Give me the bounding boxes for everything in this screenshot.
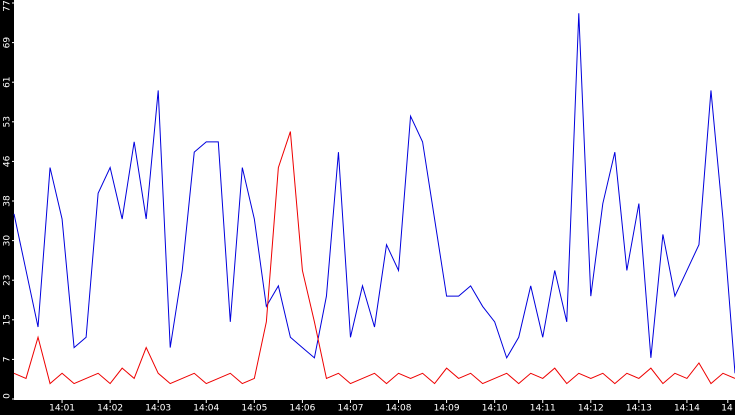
y-tick-label: 53 xyxy=(3,116,13,127)
x-tick-label: 14:05 xyxy=(241,404,267,414)
x-tick-label: 14:07 xyxy=(337,404,363,414)
x-tick-label: 14:09 xyxy=(434,404,460,414)
x-tick-label: 14:14 xyxy=(674,404,700,414)
y-tick-label: 61 xyxy=(3,76,13,87)
x-tick-label: 14:06 xyxy=(289,404,315,414)
y-axis-strip xyxy=(0,0,14,415)
y-tick-label: 38 xyxy=(3,195,13,207)
x-tick-label: 14:01 xyxy=(49,404,75,414)
x-tick-label: 14:13 xyxy=(626,404,652,414)
x-tick-label: 14:11 xyxy=(530,404,556,414)
y-tick-label: 15 xyxy=(3,314,13,325)
x-tick-label: 14:04 xyxy=(193,404,219,414)
x-tick-label: 14:12 xyxy=(578,404,604,414)
y-tick-label: 7 xyxy=(3,357,13,363)
y-tick-label: 69 xyxy=(3,37,13,49)
line-series xyxy=(13,131,735,385)
y-tick-label: 77 xyxy=(3,0,13,11)
line-series xyxy=(13,13,735,374)
y-tick-label: 30 xyxy=(3,235,13,247)
y-tick-label: 23 xyxy=(3,274,13,285)
x-tick-label: 14:08 xyxy=(386,404,412,414)
x-tick-label: 14:02 xyxy=(97,404,123,414)
x-tick-label: 14 xyxy=(721,404,733,414)
x-tick-label: 14:03 xyxy=(145,404,171,414)
y-tick-label: 46 xyxy=(3,155,13,167)
x-axis-strip xyxy=(0,400,735,415)
y-tick-label: 0 xyxy=(3,393,13,399)
x-tick-label: 14:10 xyxy=(482,404,508,414)
